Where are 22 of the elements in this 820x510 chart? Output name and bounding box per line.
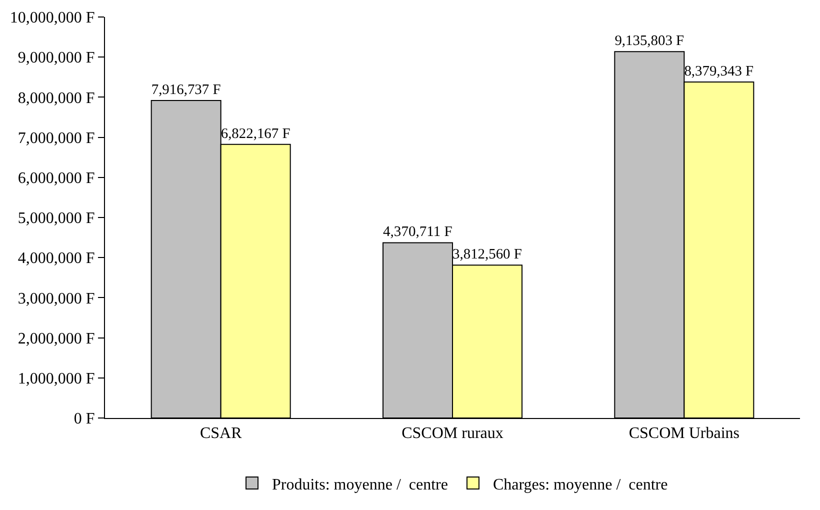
legend-label: Produits: moyenne / centre [272, 476, 448, 494]
data-label: 6,822,167 F [220, 126, 290, 142]
y-tick-label: 9,000,000 F [18, 50, 95, 67]
y-tick-label: 3,000,000 F [18, 290, 95, 308]
y-tick-label: 2,000,000 F [18, 330, 95, 348]
y-tick-label: 10,000,000 F [10, 10, 95, 27]
y-tick-label: 6,000,000 F [18, 170, 95, 187]
y-tick-label: 7,000,000 F [18, 130, 95, 147]
y-tick-label: 8,000,000 F [18, 90, 95, 107]
data-label: 9,135,803 F [614, 33, 684, 50]
y-tick-label: 1,000,000 F [18, 370, 95, 388]
x-tick-label: CSAR [200, 425, 242, 442]
legend-label: Charges: moyenne / centre [492, 476, 668, 494]
y-tick-label: 4,000,000 F [18, 250, 95, 268]
data-label: 7,916,737 F [151, 82, 221, 98]
data-label: 8,379,343 F [684, 63, 754, 80]
data-label: 4,370,711 F [383, 224, 452, 240]
y-tick-label: 0 F [74, 410, 95, 428]
x-tick-label: CSCOM ruraux [402, 425, 504, 442]
y-tick-label: 5,000,000 F [18, 210, 95, 228]
x-tick-label: CSCOM Urbains [628, 425, 740, 442]
data-label: 3,812,560 F [452, 246, 522, 263]
